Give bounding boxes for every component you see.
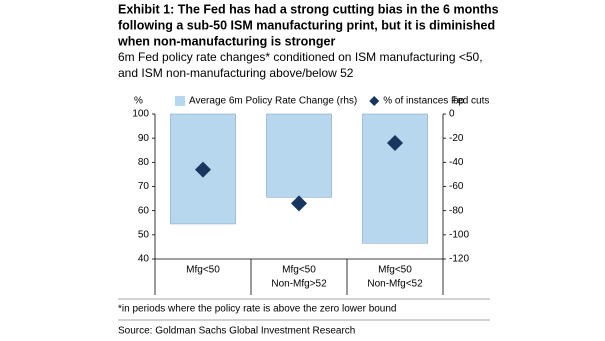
y-tick-label: 70: [138, 181, 150, 192]
y-tick-label: 80: [138, 157, 150, 168]
x-tick-label: Mfg<50: [378, 265, 412, 276]
y-tick-label: 60: [138, 205, 150, 216]
y2-tick-label: -100: [449, 229, 469, 240]
diamond-marker: [195, 161, 211, 178]
y2-tick-label: -40: [449, 157, 464, 168]
legend-label: % of instances Fed cuts: [383, 96, 489, 107]
x-tick-label: Mfg<50: [186, 265, 220, 276]
diamond-marker: [387, 135, 403, 151]
chart-subtitle: and ISM non-manufacturing above/below 52: [118, 66, 354, 80]
bar: [266, 113, 332, 198]
x-tick-label: Mfg<50: [282, 265, 316, 276]
y2-tick-label: -20: [449, 133, 464, 144]
y2-tick-label: -60: [449, 181, 464, 192]
y2-tick-label: -80: [449, 205, 464, 216]
legend-swatch: [175, 96, 185, 106]
y2-tick-label: 0: [449, 109, 455, 120]
diamond-marker: [291, 195, 307, 212]
chart-title: Exhibit 1: The Fed has had a strong cutt…: [118, 2, 499, 16]
legend-label: Average 6m Policy Rate Change (rhs): [189, 96, 357, 107]
bar: [362, 113, 428, 244]
y2-axis-label: bp: [453, 96, 465, 107]
legend-swatch: [369, 96, 380, 106]
x-tick-label: Non-Mfg<52: [367, 279, 423, 290]
y-tick-label: 90: [138, 133, 150, 144]
y2-tick-label: -120: [449, 254, 469, 265]
chart-title: following a sub-50 ISM manufacturing pri…: [118, 18, 495, 32]
source: Source: Goldman Sachs Global Investment …: [118, 326, 355, 337]
y-tick-label: 40: [138, 254, 150, 265]
chart-subtitle: 6m Fed policy rate changes* conditioned …: [118, 50, 483, 64]
footnote: *in periods where the policy rate is abo…: [118, 304, 397, 315]
y-axis-label: %: [134, 96, 143, 107]
y-tick-label: 100: [132, 109, 149, 120]
chart-title: when non-manufacturing is stronger: [117, 34, 336, 48]
y-tick-label: 50: [138, 229, 150, 240]
x-tick-label: Non-Mfg>52: [271, 279, 327, 290]
